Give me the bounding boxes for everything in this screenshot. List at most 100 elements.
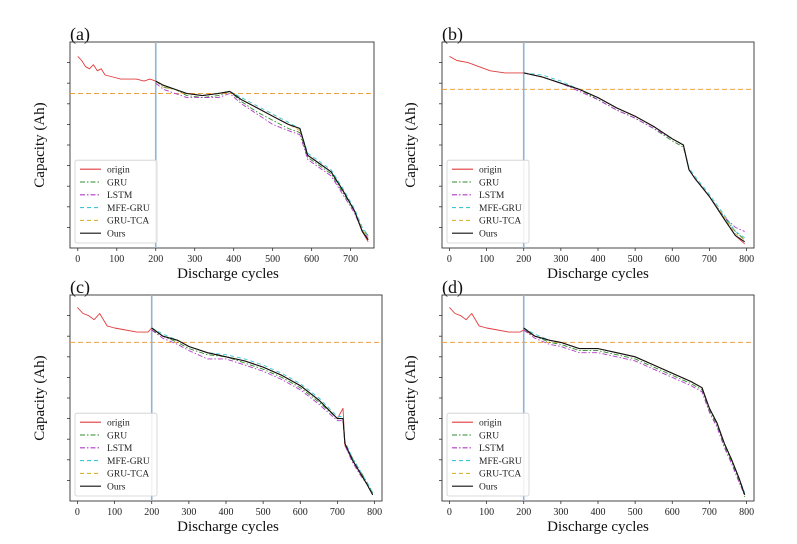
series-ours [523,327,746,495]
series-gru [523,329,746,498]
x-tick-label: 400 [226,254,241,265]
x-axis-label: Discharge cycles [547,266,649,282]
x-tick-label: 500 [265,254,280,265]
legend-label: Ours [107,483,126,493]
legend-label: GRU-TCA [107,470,149,480]
x-tick-label: 500 [628,254,643,265]
x-tick-label: 600 [293,507,308,518]
x-tick-label: 300 [181,507,196,518]
x-tick-label: 100 [109,254,124,265]
legend-label: origin [479,166,502,176]
legend-label: Ours [479,230,498,240]
legend-label: origin [107,166,130,176]
x-tick-label: 100 [479,507,494,518]
series-gru [155,80,369,236]
x-tick-label: 400 [591,254,606,265]
legend-label: GRU [107,178,127,188]
x-tick-label: 600 [665,507,680,518]
series-lstm [155,82,369,239]
series-mfe-gru [151,327,374,494]
legend-label: GRU-TCA [479,217,521,227]
legend: origin GRU LSTM MFE-GRU GRU-TCA Ours [74,412,158,497]
series-gru [523,72,745,241]
x-tick-label: 300 [553,507,568,518]
series-lstm [523,329,746,495]
x-tick-label: 200 [148,254,163,265]
series-gru-tca [155,80,369,238]
x-tick-label: 0 [447,507,452,518]
series-lstm [151,329,374,496]
x-tick-label: 0 [75,254,80,265]
panel-3: (d) 0 100 200 300 400 500 600 700 800 Discharge cy… [403,277,755,535]
panel-label: (b) [442,24,463,45]
legend-box [446,412,530,497]
x-tick-label: 700 [343,254,358,265]
legend: origin GRU LSTM MFE-GRU GRU-TCA Ours [446,159,530,244]
x-tick-label: 100 [479,254,494,265]
legend-label: GRU-TCA [479,470,521,480]
legend-label: GRU [479,431,499,441]
legend-box [74,412,158,497]
panel-1: (b) 0 100 200 300 400 500 600 700 800 Discharge cy… [403,24,755,282]
legend-label: MFE-GRU [479,457,522,467]
x-tick-label: 100 [107,507,122,518]
series-gru-tca [151,327,374,496]
legend-label: LSTM [479,191,505,201]
legend: origin GRU LSTM MFE-GRU GRU-TCA Ours [446,412,530,497]
legend-label: MFE-GRU [107,457,150,467]
x-tick-label: 800 [367,507,382,518]
x-axis-label: Discharge cycles [177,266,279,282]
panel-label: (c) [70,277,90,298]
series-ours [523,72,746,243]
series-mfe-gru [155,80,369,236]
x-tick-label: 700 [702,254,717,265]
legend: origin GRU LSTM MFE-GRU GRU-TCA Ours [74,159,158,244]
x-tick-label: 400 [591,507,606,518]
y-axis-label: Capacity (Ah) [403,355,419,440]
x-tick-label: 600 [304,254,319,265]
x-tick-label: 500 [256,507,271,518]
legend-label: origin [107,419,130,429]
y-axis-label: Capacity (Ah) [403,102,419,187]
series-ours [155,80,369,241]
x-axis-label: Discharge cycles [547,519,649,535]
legend-label: GRU [107,431,127,441]
legend-label: MFE-GRU [479,204,522,214]
x-tick-label: 0 [447,254,452,265]
x-tick-label: 800 [739,254,754,265]
x-tick-label: 800 [739,507,754,518]
panel-2: (c) 0 100 200 300 400 500 600 700 800 Discharge cy… [32,277,383,535]
legend-label: origin [479,419,502,429]
legend-box [446,159,530,244]
series-gru [151,329,374,494]
series-ours [151,327,374,496]
legend-label: Ours [479,483,498,493]
legend-label: GRU [479,178,499,188]
legend-label: LSTM [107,191,133,201]
series-gru-tca [523,72,745,241]
legend-label: MFE-GRU [107,204,150,214]
legend-label: GRU-TCA [107,217,149,227]
y-axis-label: Capacity (Ah) [32,355,48,440]
x-tick-label: 200 [516,507,531,518]
legend-label: LSTM [107,444,133,454]
panel-label: (a) [70,24,90,45]
legend-label: LSTM [479,444,505,454]
x-tick-label: 400 [219,507,234,518]
panel-0: (a) 0 100 200 300 400 500 600 700 Discharge cycle… [32,24,375,282]
x-tick-label: 200 [516,254,531,265]
x-tick-label: 200 [144,507,159,518]
series-mfe-gru [523,72,745,239]
legend-box [74,159,158,244]
y-axis-label: Capacity (Ah) [32,102,48,187]
x-tick-label: 700 [330,507,345,518]
x-tick-label: 500 [628,507,643,518]
legend-label: Ours [107,230,126,240]
x-tick-label: 600 [665,254,680,265]
x-tick-label: 700 [702,507,717,518]
x-axis-label: Discharge cycles [177,519,279,535]
series-lstm [523,72,745,232]
x-tick-label: 300 [187,254,202,265]
x-tick-label: 0 [75,507,80,518]
